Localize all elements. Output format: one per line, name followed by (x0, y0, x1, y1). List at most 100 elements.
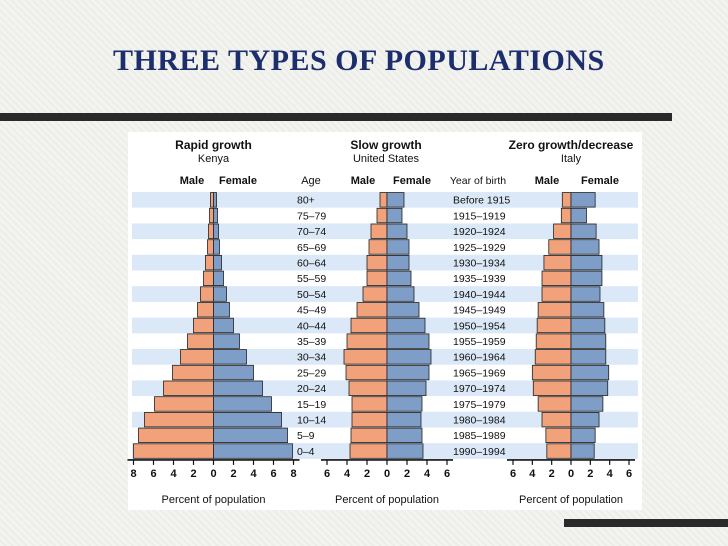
male-bar (368, 239, 388, 255)
age-header: Age (301, 175, 321, 187)
age-group-label: 50–54 (297, 289, 326, 301)
female-bar (570, 192, 596, 208)
x-tick-label: 0 (384, 468, 390, 480)
female-bar (386, 286, 415, 302)
male-bar (379, 192, 388, 208)
age-group-label: 40–44 (297, 320, 326, 332)
female-bar (570, 427, 596, 444)
male-bar (366, 270, 388, 287)
female-label: Female (393, 175, 431, 187)
female-bar (570, 333, 607, 349)
birth-year-label: 1965–1969 (453, 367, 506, 379)
female-bar (213, 396, 272, 412)
female-bar (570, 207, 587, 224)
male-bar (553, 223, 572, 239)
female-bar (386, 364, 430, 381)
x-tick-label: 2 (404, 468, 410, 480)
birth-year-label: 1950–1954 (453, 320, 506, 332)
male-bar (376, 207, 388, 224)
panel-subtitle: Kenya (198, 153, 230, 165)
birth-year-label: 1930–1934 (453, 258, 506, 270)
female-bar (213, 411, 282, 428)
female-bar (386, 333, 430, 349)
male-bar (208, 223, 214, 239)
age-group-label: 0–4 (297, 446, 315, 458)
male-bar (203, 270, 214, 287)
male-bar (541, 411, 572, 428)
female-bar (213, 286, 227, 302)
x-tick-label: 4 (424, 468, 431, 480)
female-bar (213, 207, 218, 224)
birth-year-label: 1915–1919 (453, 210, 506, 222)
x-tick-label: 6 (270, 468, 276, 480)
male-bar (543, 254, 572, 271)
x-tick-label: 0 (568, 468, 574, 480)
male-bar (545, 427, 572, 444)
x-tick-label: 2 (364, 468, 370, 480)
age-group-label: 5–9 (297, 430, 315, 442)
male-bar (362, 286, 388, 302)
birth-year-label: 1980–1984 (453, 415, 506, 427)
male-bar (548, 239, 572, 255)
female-bar (570, 349, 607, 365)
male-bar (209, 207, 214, 224)
birth-year-label: Before 1915 (453, 195, 510, 207)
male-label: Male (535, 175, 559, 187)
x-tick-label: 4 (170, 468, 177, 480)
male-bar (187, 333, 214, 349)
birth-year-label: 1975–1979 (453, 399, 506, 411)
male-bar (348, 380, 388, 396)
x-tick-label: 6 (626, 468, 632, 480)
female-bar (213, 349, 247, 365)
age-group-label: 80+ (297, 195, 315, 207)
x-tick-label: 2 (587, 468, 593, 480)
male-bar (138, 427, 214, 444)
x-tick-label: 6 (510, 468, 516, 480)
age-group-label: 25–29 (297, 367, 326, 379)
male-bar (350, 317, 388, 334)
panel-subtitle: Italy (561, 153, 582, 165)
female-bar (570, 302, 605, 318)
male-bar (197, 302, 214, 318)
birth-year-label: 1935–1939 (453, 273, 506, 285)
birth-year-label: 1990–1994 (453, 446, 506, 458)
female-bar (213, 333, 240, 349)
age-group-label: 30–34 (297, 352, 326, 364)
female-label: Female (581, 175, 619, 187)
slide-title: THREE TYPES OF POPULATIONS (113, 44, 605, 77)
birth-year-label: 1985–1989 (453, 430, 506, 442)
male-bar (370, 223, 388, 239)
female-bar (213, 317, 234, 334)
title-divider (0, 113, 672, 121)
male-bar (351, 396, 388, 412)
female-bar (570, 254, 603, 271)
x-tick-label: 6 (444, 468, 450, 480)
male-bar (537, 302, 572, 318)
female-bar (386, 380, 427, 396)
x-tick-label: 4 (344, 468, 351, 480)
male-bar (356, 302, 388, 318)
age-group-label: 65–69 (297, 242, 326, 254)
male-bar (200, 286, 214, 302)
male-bar (541, 270, 572, 287)
age-group-label: 35–39 (297, 336, 326, 348)
male-bar (343, 349, 388, 365)
female-bar (570, 239, 600, 255)
female-bar (386, 207, 403, 224)
age-group-label: 70–74 (297, 226, 326, 238)
female-bar (570, 396, 604, 412)
female-bar (570, 223, 597, 239)
female-bar (386, 254, 410, 271)
x-tick-label: 4 (607, 468, 614, 480)
x-tick-label: 6 (324, 468, 330, 480)
male-bar (537, 396, 572, 412)
female-bar (386, 239, 410, 255)
male-bar (561, 192, 572, 208)
x-tick-label: 0 (210, 468, 216, 480)
female-bar (570, 443, 595, 459)
x-tick-label: 2 (190, 468, 196, 480)
male-bar (193, 317, 214, 334)
female-bar (570, 317, 606, 334)
male-bar (531, 364, 572, 381)
male-bar (366, 254, 388, 271)
